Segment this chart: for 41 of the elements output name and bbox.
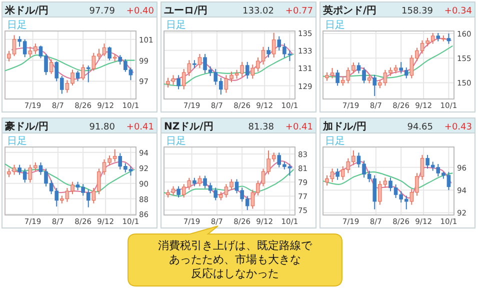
text: 97.79 [89, 6, 116, 16]
candlestick [108, 46, 112, 61]
candlestick [198, 175, 202, 187]
candlestick [266, 46, 270, 58]
chart-title: NZドル/円 [164, 122, 214, 132]
text: 消費税引き上げは、既定路線であったため、市場も大きな反応はしなかった [158, 239, 313, 280]
line-series [163, 53, 294, 86]
text: +0.34 [444, 6, 472, 16]
candlestick [198, 53, 202, 69]
annotation: 日足 [166, 136, 186, 147]
text: 94.65 [407, 122, 433, 132]
text: +0.77 [285, 6, 313, 16]
candlestick [86, 65, 90, 83]
text: 91.80 [89, 122, 116, 132]
chart-title: ユーロ/円 [164, 6, 208, 16]
text: 158.39 [402, 6, 434, 16]
text: 133.02 [242, 6, 274, 16]
text: +0.40 [126, 6, 154, 16]
annotation: 日足 [325, 136, 345, 147]
text: 81.38 [248, 122, 274, 132]
candlestick [176, 74, 180, 90]
candlestick [81, 64, 85, 81]
text: 日足 [7, 20, 27, 31]
candlestick [336, 69, 340, 86]
text: 日足 [7, 136, 27, 147]
text: +0.43 [444, 122, 472, 132]
text: 日足 [166, 20, 186, 31]
candlestick [272, 32, 276, 58]
candlestick [245, 61, 250, 80]
text: +0.41 [126, 122, 154, 132]
chart-title: 加ドル/円 [322, 120, 367, 132]
candlestick [176, 186, 180, 198]
candlestick [446, 32, 451, 44]
candlestick [336, 168, 340, 180]
text: 日足 [325, 20, 345, 31]
text: +0.41 [285, 122, 313, 132]
chart-title: 英ポンド/円 [322, 4, 377, 16]
chart-title: 米ドル/円 [4, 4, 49, 16]
chart-title: 豪ドル/円 [4, 120, 49, 132]
candlestick [49, 58, 54, 74]
candlestick [76, 70, 80, 82]
